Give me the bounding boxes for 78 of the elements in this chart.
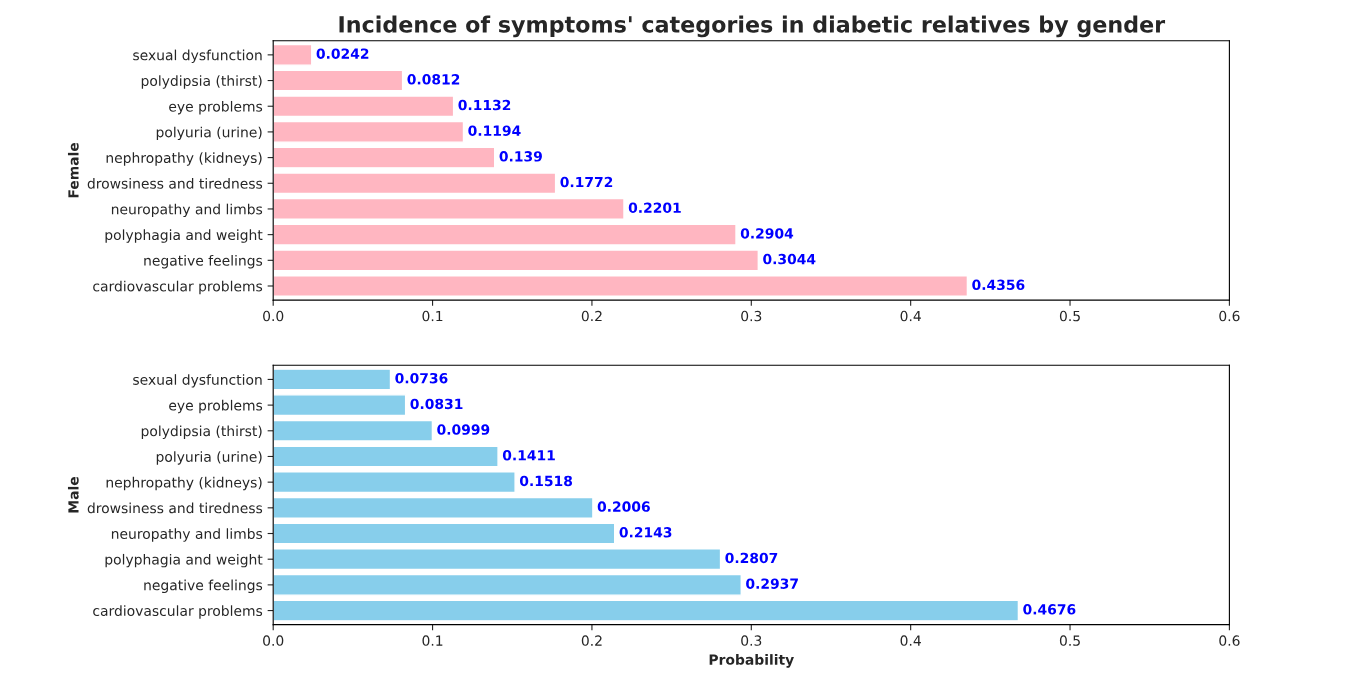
y-tick-label: polyphagia and weight (105, 553, 263, 568)
bar (273, 394, 407, 417)
y-tick-label: polyphagia and weight (105, 229, 263, 243)
data-label: 0.1518 (519, 475, 573, 487)
data-label: 0.0736 (395, 372, 448, 384)
x-tick-label: 0.4 (900, 635, 921, 646)
bar (273, 95, 455, 118)
bar (273, 445, 499, 468)
data-label: 0.4676 (1023, 604, 1076, 615)
data-label: 0.2937 (746, 578, 798, 589)
y-tick-label: polyuria (urine) (156, 451, 262, 465)
data-label: 0.2143 (619, 527, 672, 538)
y-tick-label: cardiovascular problems (93, 605, 263, 619)
bar (273, 249, 760, 272)
x-tick-label: 0.0 (263, 310, 284, 322)
data-label: 0.0242 (316, 48, 369, 59)
data-label: 0.0999 (437, 424, 490, 435)
data-label: 0.0812 (407, 74, 460, 85)
chart-title: Incidence of symptoms' categories in diabetic relatives by gender (339, 15, 1166, 38)
bar (273, 223, 737, 246)
bar (273, 368, 392, 391)
bar (273, 522, 616, 545)
y-tick-label: negative feelings (144, 255, 263, 269)
y-tick-label: neuropathy and limbs (111, 203, 263, 218)
y-tick-label: polydipsia (thirst) (141, 425, 262, 439)
y-tick-label: neuropathy and limbs (111, 528, 263, 542)
y-tick-label: polydipsia (thirst) (141, 75, 262, 89)
x-tick-label: 0.1 (422, 635, 443, 646)
y-tick-label: eye problems (169, 399, 263, 414)
bar (273, 419, 434, 442)
data-label: 0.4356 (972, 279, 1025, 291)
data-label: 0.2904 (740, 228, 794, 239)
data-label: 0.1411 (502, 449, 555, 461)
data-label: 0.2201 (628, 202, 681, 213)
data-label: 0.1194 (468, 125, 521, 136)
y-axis-title: Female (67, 142, 79, 198)
x-tick-label: 0.6 (1219, 635, 1240, 646)
data-label: 0.0831 (410, 398, 463, 410)
bar (273, 599, 1020, 622)
data-label: 0.2006 (597, 501, 650, 512)
y-tick-label: nephropathy (kidneys) (106, 152, 262, 166)
data-label: 0.139 (499, 151, 542, 162)
x-tick-label: 0.2 (581, 635, 602, 646)
x-tick-label: 0.5 (1059, 635, 1080, 646)
y-tick-label: negative feelings (144, 579, 263, 594)
bar (273, 548, 722, 571)
x-tick-label: 0.6 (1219, 310, 1240, 322)
data-label: 0.2807 (725, 552, 778, 564)
bar (273, 573, 742, 596)
x-tick-label: 0.3 (741, 310, 762, 322)
x-tick-label: 0.1 (422, 310, 443, 322)
bar (273, 69, 404, 92)
y-tick-label: nephropathy (kidneys) (106, 476, 262, 491)
y-tick-label: eye problems (169, 100, 263, 115)
bar (273, 471, 516, 494)
x-tick-label: 0.0 (263, 635, 284, 646)
bar (273, 172, 557, 195)
y-tick-label: cardiovascular problems (93, 280, 263, 295)
y-tick-label: polyuria (urine) (156, 126, 262, 141)
data-label: 0.1132 (458, 99, 511, 111)
x-tick-label: 0.2 (581, 310, 602, 322)
y-tick-label: drowsiness and tiredness (87, 177, 263, 189)
y-tick-label: sexual dysfunction (133, 49, 262, 64)
bar (273, 275, 969, 297)
data-label: 0.1772 (560, 176, 613, 188)
y-axis-title: Male (67, 476, 79, 513)
bar (273, 43, 313, 66)
y-tick-label: drowsiness and tiredness (87, 502, 263, 514)
x-tick-label: 0.4 (900, 310, 921, 322)
x-axis-title: Probability (709, 654, 794, 668)
bar (273, 146, 496, 169)
data-label: 0.3044 (763, 253, 816, 265)
x-tick-label: 0.5 (1059, 310, 1080, 322)
bar (273, 197, 625, 220)
bar (273, 496, 594, 519)
x-tick-label: 0.3 (741, 635, 762, 646)
bar (273, 120, 465, 143)
y-tick-label: sexual dysfunction (133, 374, 262, 388)
